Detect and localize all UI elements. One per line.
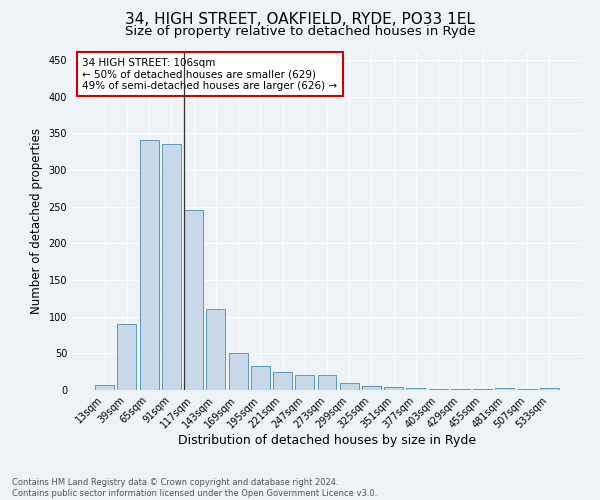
Bar — [496, 388, 514, 390]
Bar — [295, 376, 314, 390]
Bar — [340, 382, 359, 390]
Bar — [429, 388, 448, 390]
Bar — [384, 387, 403, 390]
X-axis label: Distribution of detached houses by size in Ryde: Distribution of detached houses by size … — [178, 434, 476, 447]
Bar — [273, 372, 292, 390]
Bar — [206, 310, 225, 390]
Bar — [140, 140, 158, 390]
Text: 34, HIGH STREET, OAKFIELD, RYDE, PO33 1EL: 34, HIGH STREET, OAKFIELD, RYDE, PO33 1E… — [125, 12, 475, 28]
Bar — [251, 366, 270, 390]
Y-axis label: Number of detached properties: Number of detached properties — [30, 128, 43, 314]
Text: Contains HM Land Registry data © Crown copyright and database right 2024.
Contai: Contains HM Land Registry data © Crown c… — [12, 478, 377, 498]
Bar — [406, 388, 425, 390]
Bar — [95, 385, 114, 390]
Bar — [162, 144, 181, 390]
Bar — [540, 388, 559, 390]
Text: 34 HIGH STREET: 106sqm
← 50% of detached houses are smaller (629)
49% of semi-de: 34 HIGH STREET: 106sqm ← 50% of detached… — [82, 58, 337, 91]
Bar — [362, 386, 381, 390]
Bar — [229, 354, 248, 390]
Bar — [118, 324, 136, 390]
Bar — [184, 210, 203, 390]
Text: Size of property relative to detached houses in Ryde: Size of property relative to detached ho… — [125, 25, 475, 38]
Bar — [317, 376, 337, 390]
